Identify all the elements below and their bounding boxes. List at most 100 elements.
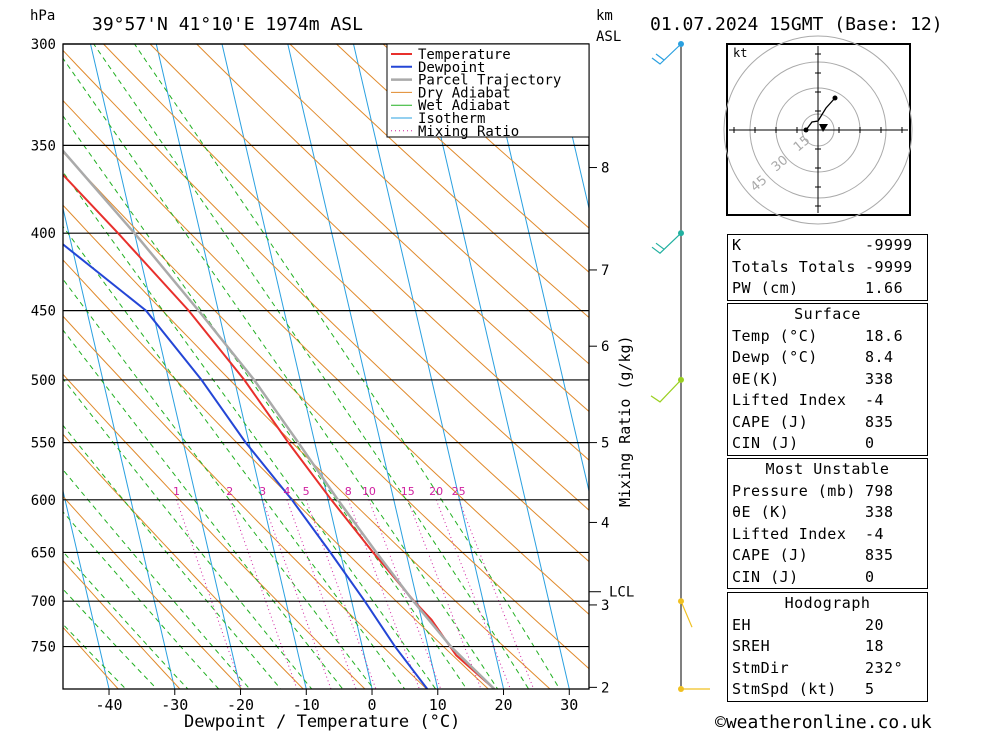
hodograph-trace — [805, 97, 836, 131]
wind-barb — [650, 379, 682, 403]
wet-adiabat-line — [63, 511, 220, 689]
wet-adiabat-line — [63, 225, 406, 689]
isotherm-line — [63, 488, 110, 689]
mixing-ratio-label: 8 — [345, 485, 352, 498]
row-label: CIN (J) — [732, 434, 799, 452]
dry-adiabat-line — [289, 44, 589, 319]
mixing-ratio-label: 5 — [303, 485, 310, 498]
dry-adiabat-line — [63, 433, 304, 689]
row-value: -4 — [865, 391, 885, 409]
row-label: Lifted Index — [732, 391, 847, 409]
dry-adiabat-line — [63, 559, 181, 689]
pressure-tick-label: 650 — [31, 545, 56, 561]
wet-adiabat-line — [63, 329, 344, 689]
row-label: K — [732, 236, 742, 254]
row-label: θE (K) — [732, 503, 790, 521]
row-label: StmSpd (kt) — [732, 680, 837, 698]
row-value: 338 — [865, 369, 894, 388]
row-value: 1.66 — [865, 279, 904, 297]
mixing-ratio-label: 20 — [429, 485, 443, 498]
table-row: CIN (J) 0 — [728, 433, 927, 455]
mixing-ratio-label: 1 — [173, 485, 180, 498]
row-label: CIN (J) — [732, 567, 799, 586]
x-tick-label: -40 — [95, 696, 122, 714]
asl-label: ASL — [596, 29, 621, 45]
table-row: CIN (J) 0 — [728, 567, 927, 589]
hpa-label: hPa — [30, 8, 55, 24]
mixing-ratio-label: 4 — [283, 485, 290, 498]
legend-label: Dry Adiabat — [418, 85, 511, 101]
table-row: SREH 18 — [728, 636, 927, 658]
row-value: -9999 — [865, 257, 913, 276]
x-tick-label: 20 — [494, 696, 512, 714]
legend-label: Temperature — [418, 47, 511, 63]
wind-barb — [651, 43, 682, 65]
table-row: Lifted Index -4 — [728, 524, 927, 546]
isotherm-line — [89, 44, 242, 689]
dry-adiabat-line — [63, 49, 589, 563]
wet-adiabat-line — [63, 623, 127, 689]
lcl-label: LCL — [609, 585, 634, 601]
most-unstable-title: Most Unstable — [765, 460, 890, 478]
row-value: 18 — [865, 637, 885, 655]
dry-adiabat-line — [63, 373, 366, 689]
wet-adiabat-line — [63, 57, 499, 689]
row-label: CAPE (J) — [732, 546, 809, 564]
pressure-tick-label: 600 — [31, 493, 56, 509]
row-value: 798 — [865, 481, 894, 500]
x-tick-label: -20 — [227, 696, 254, 714]
wet-adiabat-line — [63, 378, 313, 689]
wet-adiabat-line — [133, 44, 561, 689]
wind-barb — [651, 232, 682, 254]
hodograph-table-title: Hodograph — [784, 594, 871, 612]
table-row: PW (cm) 1.66 — [728, 278, 927, 300]
table-row: StmDir 232° — [728, 658, 927, 680]
wet-adiabat-line — [63, 469, 251, 689]
row-label: Pressure (mb) — [732, 481, 856, 500]
row-value: 835 — [865, 412, 894, 431]
mixing-ratio-line — [229, 499, 298, 689]
row-label: CAPE (J) — [732, 412, 809, 431]
row-value: 20 — [865, 615, 885, 634]
hodograph-point — [803, 127, 809, 133]
mixing-ratio-label: 25 — [452, 485, 466, 498]
mixing-ratio-label: 2 — [226, 485, 233, 498]
x-tick-label: 30 — [560, 696, 578, 714]
row-label: StmDir — [732, 658, 790, 677]
table-row: Lifted Index -4 — [728, 390, 927, 412]
most-unstable-table: Most Unstable Pressure (mb) 798 θE (K) 338 L… — [727, 458, 928, 589]
x-tick-label: -30 — [161, 696, 188, 714]
wet-adiabat-line — [93, 44, 530, 689]
row-value: 5 — [865, 680, 875, 698]
row-value: 0 — [865, 567, 875, 586]
dry-adiabat-line — [195, 44, 589, 413]
dry-adiabat-line — [63, 626, 119, 689]
hodograph-ring — [723, 35, 913, 225]
row-label: SREH — [732, 637, 771, 655]
wet-adiabat-line — [63, 115, 468, 689]
row-label: θE(K) — [732, 369, 780, 388]
dry-adiabat-line — [242, 44, 589, 365]
dry-adiabat-line — [382, 44, 589, 229]
km-label: km — [596, 8, 613, 24]
mixing-ratio-label: 15 — [401, 485, 415, 498]
table-row: CAPE (J) 835 — [728, 412, 927, 434]
table-row: Temp (°C) 18.6 — [728, 326, 927, 348]
pressure-tick-label: 500 — [31, 373, 56, 389]
surface-title: Surface — [794, 305, 861, 323]
dry-adiabat-line — [149, 44, 589, 461]
row-label: EH — [732, 615, 752, 634]
row-label: PW (cm) — [732, 279, 799, 297]
pressure-tick-label: 450 — [31, 304, 56, 320]
profile-temperature — [63, 173, 495, 689]
legend-label: Mixing Ratio — [418, 124, 519, 140]
wind-barb — [680, 600, 693, 628]
wind-barb-feather — [655, 53, 665, 61]
row-value: -9999 — [865, 236, 913, 254]
km-tick-label: 5 — [601, 436, 609, 452]
row-value: 8.4 — [865, 348, 894, 366]
indices-table: K -9999 Totals Totals -9999 PW (cm) 1.66 — [727, 234, 928, 301]
table-row: Dewp (°C) 8.4 — [728, 347, 927, 369]
